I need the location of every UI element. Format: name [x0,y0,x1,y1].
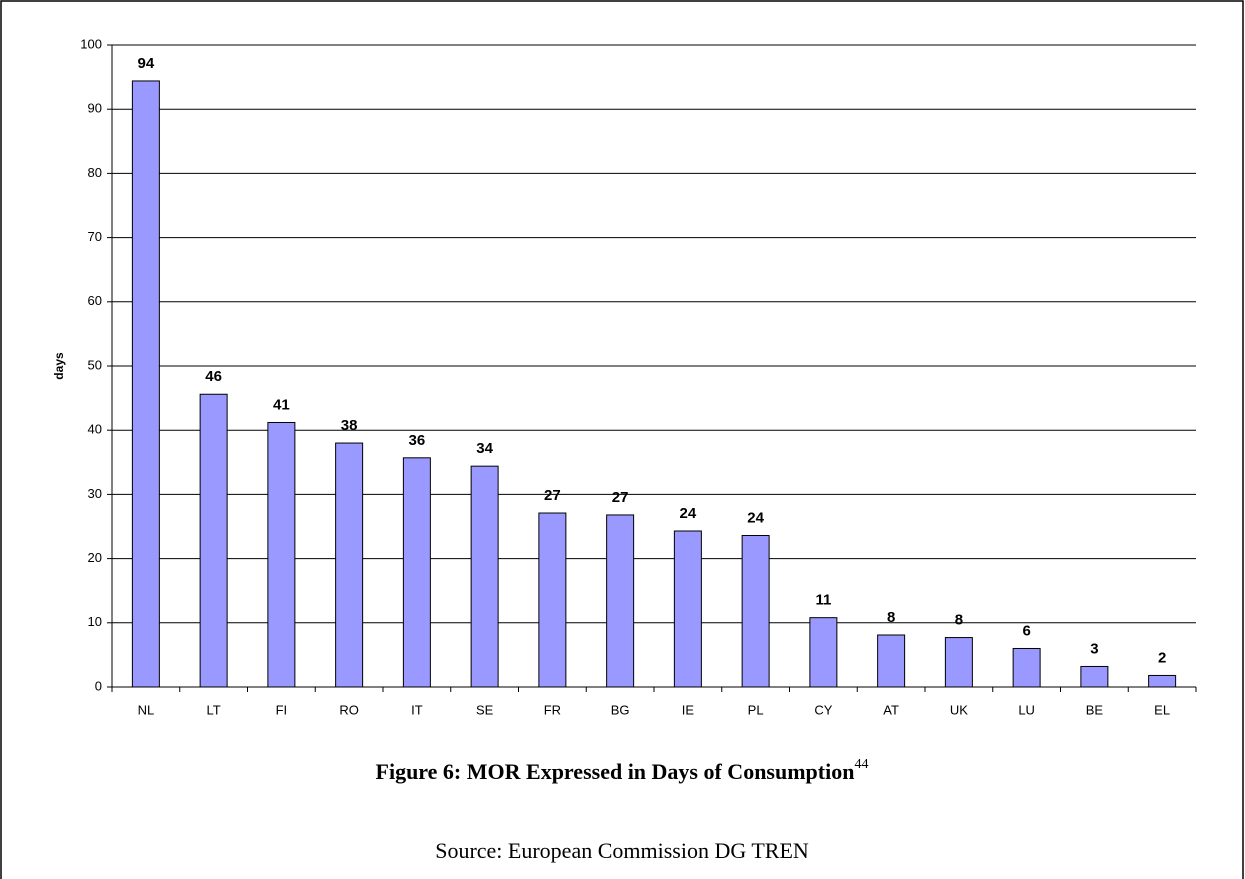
value-label: 27 [544,487,561,504]
value-label: 94 [138,55,155,72]
x-tick-label: RO [339,702,359,717]
bar [741,534,770,688]
bar [1080,665,1109,688]
value-label: 11 [815,592,831,609]
x-tick-label: BG [611,702,630,717]
footnote-marker: 44 [854,757,868,772]
x-tick-label: SE [476,702,494,717]
y-tick-label: 50 [88,357,102,372]
value-label: 34 [476,440,493,457]
bar [1148,674,1177,688]
x-tick-label: NL [138,702,155,717]
x-tick-label: EL [1154,702,1170,717]
x-tick-label: LT [207,702,221,717]
value-label: 36 [409,432,426,449]
source: Source: European Commission DG TREN [435,838,809,863]
value-label: 8 [887,609,895,626]
y-tick-label: 60 [88,293,102,308]
x-tick-label: BE [1086,702,1104,717]
value-label: 8 [955,612,963,629]
y-tick-label: 30 [88,486,102,501]
value-label: 38 [341,417,358,434]
bar [470,465,499,688]
bar [606,514,635,688]
y-tick-label: 100 [80,36,102,51]
x-tick-label: AT [883,702,899,717]
value-label: 46 [205,368,222,385]
value-label: 6 [1022,622,1030,639]
bar [335,442,364,688]
bar [877,634,906,688]
bar [1012,647,1041,688]
x-tick-label: UK [950,702,968,717]
bar [538,512,567,688]
x-tick-label: FI [276,702,288,717]
y-tick-label: 70 [88,229,102,244]
x-tick-label: FR [544,702,561,717]
value-label: 3 [1090,640,1098,657]
bar [267,421,296,688]
value-label: 2 [1158,649,1166,666]
bar [402,457,431,688]
title-text: Figure 6: MOR Expressed in Days of Consu… [376,759,855,784]
value-label: 24 [747,509,764,526]
x-tick-label: LU [1018,702,1035,717]
y-tick-label: 0 [95,678,102,693]
y-tick-label: 10 [88,614,102,629]
y-tick-label: 40 [88,422,102,437]
y-tick-label: 20 [88,550,102,565]
value-label: 27 [612,489,629,506]
y-tick-label: 80 [88,165,102,180]
y-tick-label: 90 [88,101,102,116]
bar [199,393,228,688]
x-tick-label: IE [682,702,695,717]
y-axis-label: days [52,352,66,380]
x-tick-label: PL [748,702,764,717]
bar [673,530,702,688]
x-tick-label: CY [814,702,832,717]
value-label: 24 [680,505,697,522]
bar [131,80,160,688]
x-tick-label: IT [411,702,423,717]
value-label: 41 [273,396,290,413]
bar [944,637,973,688]
bar [809,617,838,688]
chart-title: Figure 6: MOR Expressed in Days of Consu… [376,757,869,784]
